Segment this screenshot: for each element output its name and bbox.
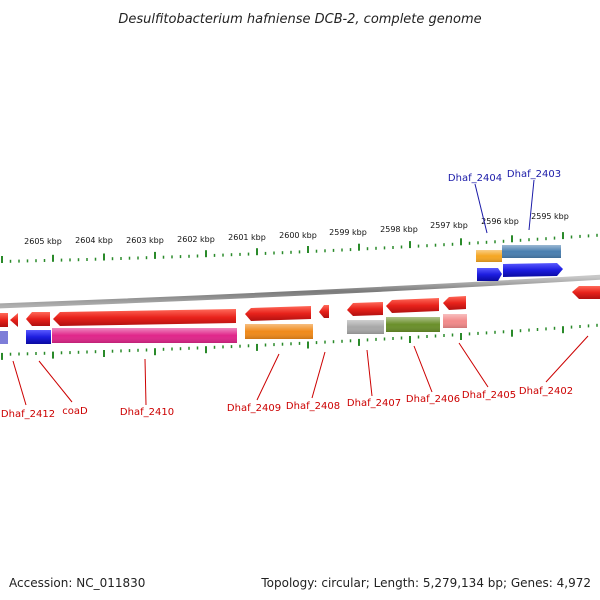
leader-line-dhaf-2409 [256, 353, 280, 401]
feature-bar-coad [26, 330, 51, 344]
gene-label-dhaf-2403[interactable]: Dhaf_2403 [507, 169, 561, 180]
gene-arrow-dhaf-2408 [319, 305, 329, 318]
leader-line-dhaf-2406 [413, 345, 433, 393]
gene-label-dhaf-2404[interactable]: Dhaf_2404 [448, 173, 502, 184]
ruler-label-2600: 2600 kbp [279, 231, 317, 240]
lower-gene-arrows [0, 296, 467, 344]
gene-arrow-dhaf-2404 [477, 268, 502, 281]
leader-line-coad [38, 360, 73, 403]
upper-tick-track [1, 232, 598, 263]
ruler-label-2599: 2599 kbp [329, 228, 367, 237]
gene-label-dhaf-2405[interactable]: Dhaf_2405 [462, 390, 516, 401]
gene-arrow-dhaf-2409 [245, 306, 311, 321]
gene-label-dhaf-2406[interactable]: Dhaf_2406 [406, 394, 460, 405]
gene-arrow-coad [26, 312, 50, 326]
ruler-label-2596: 2596 kbp [481, 217, 519, 226]
leader-line-dhaf-2402 [545, 335, 589, 383]
lower-tick-track [1, 323, 598, 360]
leader-line-dhaf-2407 [366, 349, 373, 397]
gene-arrow-dhaf-2412 [10, 313, 18, 327]
upper-gene-arrows [476, 245, 600, 299]
leader-line-dhaf-2412 [12, 360, 27, 406]
ruler-labels: 2605 kbp 2604 kbp 2603 kbp 2602 kbp 2601… [24, 212, 569, 246]
ruler-label-2602: 2602 kbp [177, 235, 215, 244]
gene-arrow-dhaf-2407 [347, 302, 383, 316]
ruler-label-2604: 2604 kbp [75, 236, 113, 245]
ruler-label-2605: 2605 kbp [24, 237, 62, 246]
topology-text: Topology: circular; Length: 5,279,134 bp… [260, 576, 591, 590]
ruler-label-2597: 2597 kbp [430, 221, 468, 230]
leader-line-dhaf-2410 [144, 358, 147, 406]
gene-labels: Dhaf_2404 Dhaf_2403 Dhaf_2412 coaD Dhaf_… [1, 169, 573, 420]
gene-label-dhaf-2407[interactable]: Dhaf_2407 [347, 398, 401, 409]
feature-bar-dhaf-2412 [0, 331, 8, 344]
ruler-label-2603: 2603 kbp [126, 236, 164, 245]
gene-label-coad[interactable]: coaD [62, 406, 88, 417]
leader-lines [12, 179, 589, 406]
accession-text: Accession: NC_011830 [9, 576, 145, 590]
ruler-label-2595: 2595 kbp [531, 212, 569, 221]
ruler-label-2601: 2601 kbp [228, 233, 266, 242]
gene-label-dhaf-2402[interactable]: Dhaf_2402 [519, 386, 573, 397]
gene-label-dhaf-2410[interactable]: Dhaf_2410 [120, 407, 174, 418]
leader-line-dhaf-2405 [458, 342, 489, 388]
genome-backbone [0, 274, 600, 309]
gene-arrow-dhaf-2405 [443, 296, 466, 310]
gene-arrow-dhaf-2406 [386, 298, 439, 313]
leader-line-dhaf-2408 [311, 351, 326, 399]
gene-label-dhaf-2409[interactable]: Dhaf_2409 [227, 403, 281, 414]
gene-arrow-left-partial [0, 313, 8, 327]
gene-arrow-dhaf-2402 [572, 286, 600, 299]
gene-arrow-dhaf-2403 [503, 263, 563, 277]
leader-line-dhaf-2403 [528, 179, 535, 231]
map-title: Desulfitobacterium hafniense DCB-2, comp… [118, 12, 481, 27]
gene-label-dhaf-2408[interactable]: Dhaf_2408 [286, 401, 340, 412]
leader-line-dhaf-2404 [474, 183, 488, 234]
gene-arrow-dhaf-2410 [53, 309, 236, 326]
gene-label-dhaf-2412[interactable]: Dhaf_2412 [1, 409, 55, 420]
ruler-label-2598: 2598 kbp [380, 225, 418, 234]
